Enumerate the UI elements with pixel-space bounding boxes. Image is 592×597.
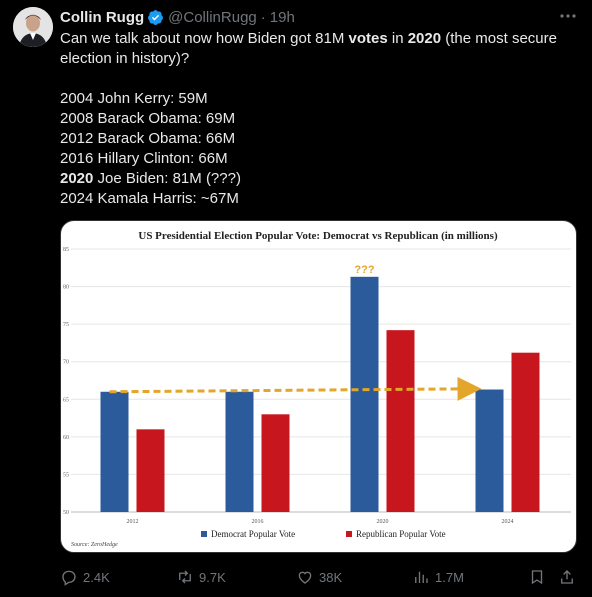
share-icon (561, 570, 573, 584)
views-button[interactable]: 1.7M (412, 567, 464, 587)
tweet-header: Collin Rugg @CollinRugg · 19h (60, 7, 295, 27)
y-tick-label: 55 (63, 472, 69, 478)
tweet-text-line: election in history)? (60, 50, 190, 67)
bookmark-icon (531, 570, 543, 585)
like-count: 38K (319, 569, 343, 585)
legend-swatch (201, 531, 207, 537)
legend-label: Republican Popular Vote (356, 529, 446, 539)
y-tick-label: 85 (63, 247, 69, 253)
legend-label: Democrat Popular Vote (211, 529, 295, 539)
view-count: 1.7M (435, 569, 464, 585)
republican-bar (136, 429, 165, 512)
vote-list-item: 2004 John Kerry: 59M (60, 90, 208, 107)
legend-swatch (346, 531, 352, 537)
like-button[interactable]: 38K (296, 567, 342, 587)
verified-badge-icon[interactable] (147, 9, 164, 26)
republican-bar (511, 352, 540, 512)
bar-chart: US Presidential Election Popular Vote: D… (63, 230, 571, 548)
heart-icon (298, 571, 312, 584)
chart-source: Source: ZeroHedge (71, 542, 118, 548)
republican-bar (386, 330, 415, 512)
y-tick-label: 70 (63, 360, 69, 366)
y-tick-label: 60 (63, 435, 69, 441)
question-annotation: ??? (354, 264, 374, 276)
trend-arrow (109, 376, 482, 401)
y-tick-label: 75 (63, 322, 69, 328)
repost-button[interactable]: 9.7K (176, 567, 226, 587)
share-button[interactable] (558, 567, 581, 587)
reply-count: 2.4K (83, 569, 110, 585)
chart-title: US Presidential Election Popular Vote: D… (138, 230, 498, 242)
x-tick-label: 2012 (127, 519, 139, 525)
democrat-bar (225, 391, 254, 512)
reply-icon (62, 570, 76, 586)
bookmark-button[interactable] (528, 567, 551, 587)
more-options-icon[interactable] (558, 6, 578, 26)
democrat-bar (475, 389, 504, 512)
vote-list-item: 2024 Kamala Harris: ~67M (60, 190, 239, 207)
timestamp[interactable]: 19h (269, 8, 295, 26)
y-tick-label: 65 (63, 397, 69, 403)
action-bar: 2.4K 9.7K 38K 1.7M (60, 567, 580, 587)
y-tick-label: 50 (63, 510, 69, 516)
vote-list-item: 2008 Barack Obama: 69M (60, 110, 236, 127)
x-tick-label: 2024 (502, 519, 514, 525)
republican-bar (261, 414, 290, 512)
author-name[interactable]: Collin Rugg (60, 8, 145, 26)
democrat-bar (350, 276, 379, 512)
vote-list-item: 2016 Hillary Clinton: 66M (60, 150, 228, 167)
separator-dot: · (260, 8, 266, 26)
x-tick-label: 2016 (252, 519, 264, 525)
avatar[interactable] (13, 7, 53, 47)
repost-count: 9.7K (199, 569, 226, 585)
democrat-bar (100, 391, 129, 512)
y-tick-label: 80 (63, 285, 69, 291)
vote-list-item: 2012 Barack Obama: 66M (60, 130, 236, 147)
chart-image[interactable]: US Presidential Election Popular Vote: D… (60, 220, 577, 553)
repost-icon (179, 570, 191, 584)
author-handle[interactable]: @CollinRugg (168, 8, 257, 26)
reply-button[interactable]: 2.4K (60, 567, 110, 587)
x-tick-label: 2020 (377, 519, 389, 525)
tweet-text-line: Can we talk about now how Biden got 81M … (60, 30, 557, 47)
tweet-text: Can we talk about now how Biden got 81M … (60, 29, 580, 209)
analytics-icon (415, 571, 428, 583)
vote-list-item: 2020 Joe Biden: 81M (???) (60, 170, 241, 187)
